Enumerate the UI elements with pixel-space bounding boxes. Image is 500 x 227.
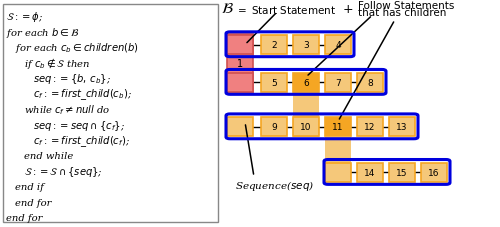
FancyBboxPatch shape <box>261 118 287 137</box>
FancyBboxPatch shape <box>421 163 447 182</box>
FancyBboxPatch shape <box>325 118 351 137</box>
FancyBboxPatch shape <box>227 35 253 93</box>
Text: 1: 1 <box>237 59 243 69</box>
Text: end if: end if <box>15 182 44 191</box>
FancyBboxPatch shape <box>227 118 253 137</box>
Text: Sequence($seq$): Sequence($seq$) <box>235 178 314 192</box>
FancyBboxPatch shape <box>357 163 383 182</box>
Text: while $c_f \neq null$ do: while $c_f \neq null$ do <box>24 103 110 116</box>
Text: end while: end while <box>24 151 73 160</box>
FancyBboxPatch shape <box>293 36 319 55</box>
FancyBboxPatch shape <box>325 36 351 55</box>
Text: 14: 14 <box>364 168 376 177</box>
Text: 2: 2 <box>271 41 277 50</box>
Text: $\mathcal{S} := \phi$;: $\mathcal{S} := \phi$; <box>6 10 44 24</box>
Text: 7: 7 <box>335 78 341 87</box>
FancyBboxPatch shape <box>389 163 415 182</box>
FancyBboxPatch shape <box>293 93 319 137</box>
Text: 6: 6 <box>303 78 309 87</box>
Text: 4: 4 <box>335 41 341 50</box>
Text: 12: 12 <box>364 123 376 132</box>
Text: Follow Statements: Follow Statements <box>358 1 454 11</box>
FancyBboxPatch shape <box>357 118 383 137</box>
Text: 5: 5 <box>271 78 277 87</box>
Text: $c_f := first\_child(c_f)$;: $c_f := first\_child(c_f)$; <box>33 133 130 148</box>
FancyBboxPatch shape <box>261 36 287 55</box>
Text: for each $c_b \in children(b)$: for each $c_b \in children(b)$ <box>15 41 139 55</box>
Text: 16: 16 <box>428 168 440 177</box>
Text: $\mathcal{B}$: $\mathcal{B}$ <box>221 2 234 16</box>
FancyBboxPatch shape <box>2 5 218 222</box>
FancyBboxPatch shape <box>325 137 351 172</box>
Text: $seq :=\{b,\, c_b\}$;: $seq :=\{b,\, c_b\}$; <box>33 72 111 86</box>
Text: 11: 11 <box>332 123 344 132</box>
FancyBboxPatch shape <box>227 73 253 92</box>
FancyBboxPatch shape <box>357 73 383 92</box>
Text: 8: 8 <box>367 78 373 87</box>
FancyBboxPatch shape <box>325 163 351 182</box>
Text: $=$ Start Statement: $=$ Start Statement <box>235 4 336 16</box>
FancyBboxPatch shape <box>227 36 253 55</box>
Text: $c_f := first\_child(c_b)$;: $c_f := first\_child(c_b)$; <box>33 87 132 101</box>
Text: end for: end for <box>15 198 52 207</box>
FancyBboxPatch shape <box>325 73 351 92</box>
Text: 9: 9 <box>271 123 277 132</box>
Text: end for: end for <box>6 213 43 222</box>
Text: 13: 13 <box>396 123 408 132</box>
FancyBboxPatch shape <box>293 118 319 137</box>
Text: 15: 15 <box>396 168 408 177</box>
Text: for each $b \in \mathcal{B}$: for each $b \in \mathcal{B}$ <box>6 25 80 39</box>
FancyBboxPatch shape <box>389 118 415 137</box>
FancyBboxPatch shape <box>261 73 287 92</box>
Text: 3: 3 <box>303 41 309 50</box>
Text: that has children: that has children <box>358 7 446 17</box>
Text: if $c_b \notin \mathcal{S}$ then: if $c_b \notin \mathcal{S}$ then <box>24 56 90 71</box>
Text: $+$: $+$ <box>342 3 353 16</box>
FancyBboxPatch shape <box>293 73 319 92</box>
Text: 10: 10 <box>300 123 312 132</box>
Text: $seq := seq \cap \{c_f\}$;: $seq := seq \cap \{c_f\}$; <box>33 118 125 132</box>
Text: $\mathcal{S} := \mathcal{S} \cap \{seq\}$;: $\mathcal{S} := \mathcal{S} \cap \{seq\}… <box>24 164 102 178</box>
